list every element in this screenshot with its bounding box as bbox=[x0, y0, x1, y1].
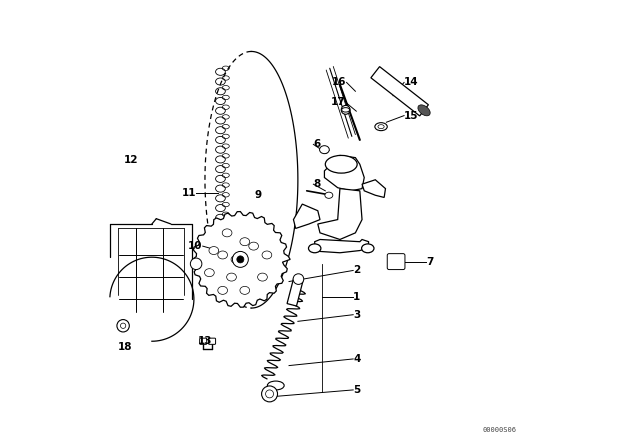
Text: 17: 17 bbox=[331, 97, 346, 108]
Circle shape bbox=[190, 258, 202, 270]
Circle shape bbox=[117, 319, 129, 332]
Text: 13: 13 bbox=[198, 336, 212, 346]
Text: 14: 14 bbox=[404, 78, 419, 87]
Text: 15: 15 bbox=[404, 111, 419, 121]
FancyBboxPatch shape bbox=[209, 338, 216, 345]
Text: 18: 18 bbox=[118, 342, 132, 352]
Polygon shape bbox=[371, 67, 428, 116]
Circle shape bbox=[237, 256, 244, 263]
Ellipse shape bbox=[240, 286, 250, 294]
Ellipse shape bbox=[227, 273, 236, 281]
Circle shape bbox=[293, 274, 304, 284]
Ellipse shape bbox=[268, 381, 284, 390]
FancyBboxPatch shape bbox=[387, 254, 405, 270]
Polygon shape bbox=[193, 211, 290, 307]
Text: 16: 16 bbox=[332, 78, 346, 87]
Circle shape bbox=[262, 386, 278, 402]
Ellipse shape bbox=[319, 146, 330, 154]
Text: 9: 9 bbox=[255, 190, 262, 200]
Polygon shape bbox=[287, 278, 303, 306]
Ellipse shape bbox=[378, 125, 384, 129]
Ellipse shape bbox=[209, 246, 219, 254]
Text: 7: 7 bbox=[426, 257, 433, 267]
FancyBboxPatch shape bbox=[200, 338, 207, 345]
Ellipse shape bbox=[418, 105, 430, 116]
Polygon shape bbox=[362, 180, 385, 198]
Polygon shape bbox=[318, 189, 362, 240]
Circle shape bbox=[266, 390, 273, 398]
Polygon shape bbox=[294, 204, 320, 228]
Ellipse shape bbox=[240, 238, 250, 246]
Ellipse shape bbox=[218, 251, 228, 259]
Ellipse shape bbox=[325, 192, 333, 198]
Ellipse shape bbox=[249, 242, 259, 250]
Circle shape bbox=[341, 105, 350, 114]
Circle shape bbox=[232, 251, 248, 267]
Text: 00000S06: 00000S06 bbox=[483, 427, 517, 433]
Ellipse shape bbox=[231, 255, 241, 263]
Text: 4: 4 bbox=[353, 354, 360, 364]
Text: 6: 6 bbox=[314, 139, 321, 149]
Polygon shape bbox=[324, 155, 364, 191]
Text: 8: 8 bbox=[314, 179, 321, 189]
Ellipse shape bbox=[262, 251, 272, 259]
Text: 11: 11 bbox=[182, 188, 196, 198]
Ellipse shape bbox=[222, 229, 232, 237]
Ellipse shape bbox=[362, 244, 374, 253]
Text: 3: 3 bbox=[353, 310, 360, 320]
Text: 1: 1 bbox=[353, 292, 360, 302]
Ellipse shape bbox=[258, 273, 268, 281]
Text: 12: 12 bbox=[124, 155, 138, 165]
Text: 5: 5 bbox=[353, 385, 360, 395]
Text: 10: 10 bbox=[188, 241, 203, 251]
Ellipse shape bbox=[308, 244, 321, 253]
Ellipse shape bbox=[375, 123, 387, 131]
Text: 2: 2 bbox=[353, 266, 360, 276]
Circle shape bbox=[120, 323, 126, 328]
Ellipse shape bbox=[218, 286, 228, 294]
Ellipse shape bbox=[325, 155, 357, 173]
Polygon shape bbox=[315, 240, 369, 253]
Ellipse shape bbox=[205, 269, 214, 277]
